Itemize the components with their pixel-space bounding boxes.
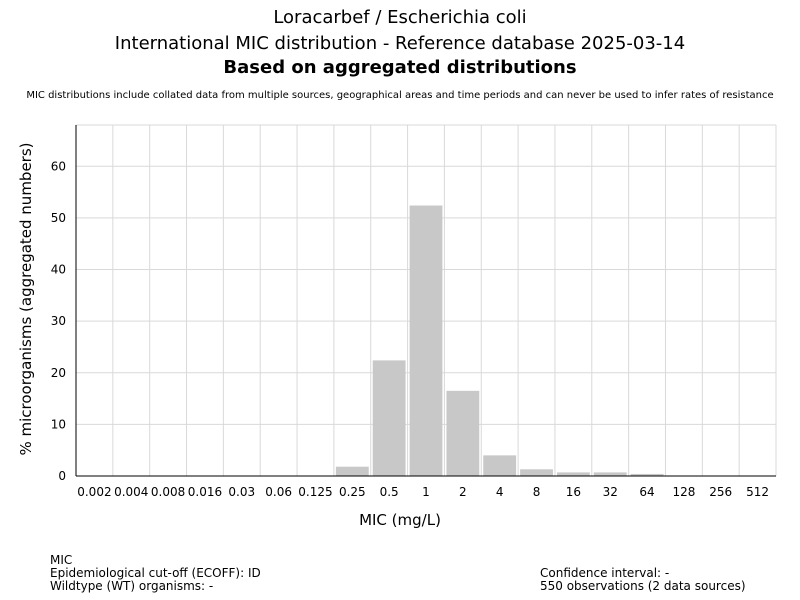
x-tick-label: 0.125 <box>298 485 332 499</box>
x-tick-label: 0.25 <box>339 485 366 499</box>
footer-wildtype: Wildtype (WT) organisms: - <box>50 579 214 593</box>
y-tick-label: 0 <box>58 469 66 483</box>
y-tick-label: 40 <box>51 263 66 277</box>
bar-2 <box>446 390 480 476</box>
chart-title-line1: Loracarbef / Escherichia coli <box>273 7 527 28</box>
y-tick-label: 20 <box>51 366 66 380</box>
footer-confidence: Confidence interval: - <box>540 566 670 580</box>
footer-left: MIC Epidemiological cut-off (ECOFF): ID … <box>50 554 261 593</box>
bars <box>335 205 774 476</box>
x-tick-label: 128 <box>672 485 695 499</box>
y-tick-label: 60 <box>51 159 66 173</box>
x-tick-label: 0.06 <box>265 485 292 499</box>
footer-ecoff: Epidemiological cut-off (ECOFF): ID <box>50 566 261 580</box>
y-tick-label: 10 <box>51 417 66 431</box>
x-tick-label: 512 <box>746 485 769 499</box>
x-axis-label: MIC (mg/L) <box>359 511 441 529</box>
bar-64 <box>630 473 664 476</box>
y-tick-label: 50 <box>51 211 66 225</box>
x-tick-label: 32 <box>603 485 618 499</box>
bar-4 <box>483 455 517 476</box>
tick-labels: 0 10 20 30 40 50 60 0.002 0.004 0.008 0.016 0.03 0.0… <box>51 159 769 499</box>
x-tick-label: 4 <box>496 485 504 499</box>
x-tick-label: 0.008 <box>151 485 185 499</box>
x-tick-label: 0.5 <box>380 485 399 499</box>
axes <box>75 125 776 477</box>
y-axis-label: % microorganisms (aggregated numbers) <box>17 142 35 455</box>
footer-right: Confidence interval: - 550 observations … <box>540 567 746 593</box>
x-tick-label: 0.004 <box>114 485 148 499</box>
x-tick-label: 1 <box>422 485 430 499</box>
chart-disclaimer: MIC distributions include collated data … <box>26 90 774 101</box>
x-tick-label: 16 <box>566 485 581 499</box>
bar-8 <box>520 469 553 476</box>
footer-observations: 550 observations (2 data sources) <box>540 579 746 593</box>
y-tick-label: 30 <box>51 314 66 328</box>
x-tick-label: 2 <box>459 485 467 499</box>
bar-16 <box>556 472 590 476</box>
x-tick-label: 8 <box>533 485 541 499</box>
x-tick-label: 256 <box>709 485 732 499</box>
x-tick-label: 0.002 <box>77 485 111 499</box>
footer-mic: MIC <box>50 553 73 567</box>
bar-1 <box>409 205 443 476</box>
x-tick-label: 0.03 <box>228 485 255 499</box>
bar-32 <box>593 472 627 476</box>
x-tick-label: 64 <box>639 485 654 499</box>
chart-title-line3: Based on aggregated distributions <box>223 57 577 78</box>
chart-title-line2: International MIC distribution - Referen… <box>114 33 686 54</box>
bar-0.5 <box>372 360 406 476</box>
x-tick-label: 0.016 <box>188 485 222 499</box>
bar-0.25 <box>335 466 369 476</box>
